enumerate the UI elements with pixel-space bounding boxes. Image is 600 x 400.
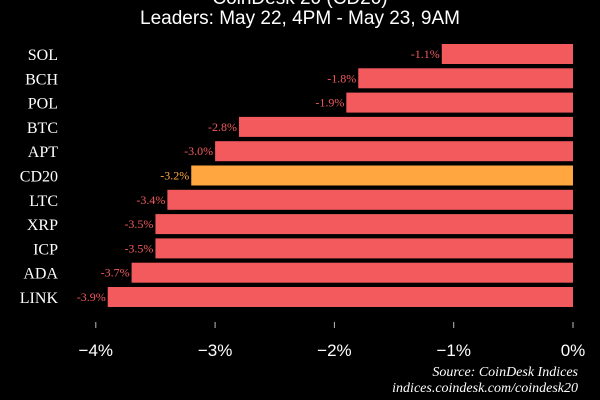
source-credit: Source: CoinDesk Indices [432,365,578,380]
bar-icp [155,238,573,259]
category-label-ada: ADA [23,266,58,283]
category-label-pol: POL [28,96,58,113]
category-label-link: LINK [20,290,59,307]
category-label-cd20: CD20 [20,169,58,186]
data-label-xrp: -3.5% [124,217,153,231]
data-label-icp: -3.5% [124,241,153,255]
x-tick-label: 0% [561,341,586,360]
data-label-cd20: -3.2% [160,169,189,183]
data-label-pol: -1.9% [315,96,344,110]
category-label-btc: BTC [27,120,58,137]
x-tick-label: −1% [436,341,471,360]
category-label-bch: BCH [25,71,58,88]
bar-btc [238,116,573,137]
category-label-xrp: XRP [27,217,58,234]
category-label-ltc: LTC [29,193,58,210]
chart-title: CoinDesk 20 (CD20) [0,0,600,10]
data-label-apt: -3.0% [184,144,213,158]
category-label-apt: APT [28,144,58,161]
category-label-sol: SOL [28,47,58,64]
data-label-link: -3.9% [77,290,106,304]
bar-ltc [167,189,573,210]
category-label-icp: ICP [33,241,58,258]
data-label-btc: -2.8% [208,120,237,134]
chart-subtitle: Leaders: May 22, 4PM - May 23, 9AM [140,8,460,29]
bar-sol [441,44,573,64]
data-label-ada: -3.7% [101,266,130,280]
data-label-sol: -1.1% [411,47,440,61]
bar-pol [346,92,573,113]
bar-bch [358,68,573,89]
bar-xrp [155,214,573,235]
source-url: indices.coindesk.com/coindesk20 [392,381,578,396]
data-label-bch: -1.8% [327,71,356,85]
x-tick-label: −2% [317,341,352,360]
data-label-ltc: -3.4% [136,193,165,207]
bar-link [107,287,573,307]
x-tick-label: −4% [79,341,114,360]
bar-ada [131,262,573,283]
bar-cd20 [191,165,574,186]
x-tick-label: −3% [198,341,233,360]
bar-apt [215,141,573,162]
